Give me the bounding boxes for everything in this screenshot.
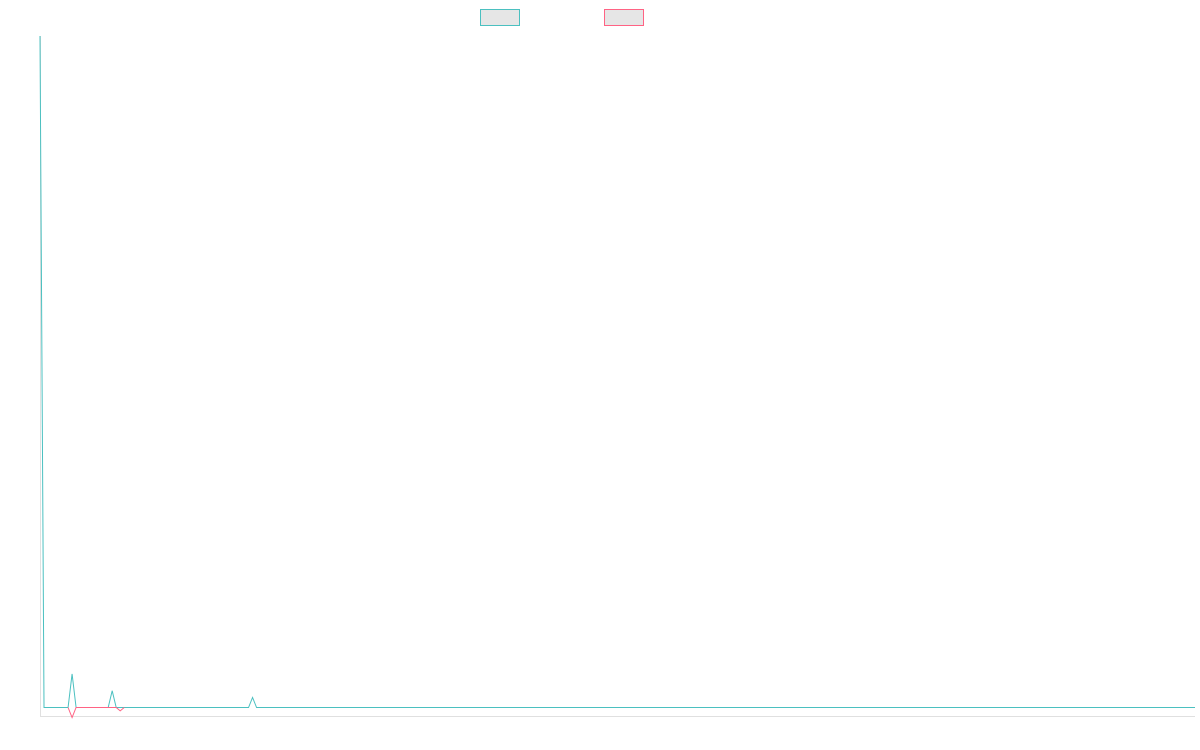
- series-layer: [39, 35, 1195, 719]
- legend-item-series-2[interactable]: [604, 9, 650, 26]
- legend-swatch-series-1: [480, 9, 520, 26]
- legend: [0, 9, 1200, 27]
- series-1-line: [39, 35, 1195, 708]
- legend-item-series-1[interactable]: [480, 9, 526, 26]
- legend-swatch-series-2: [604, 9, 644, 26]
- series-2-line: [67, 707, 125, 719]
